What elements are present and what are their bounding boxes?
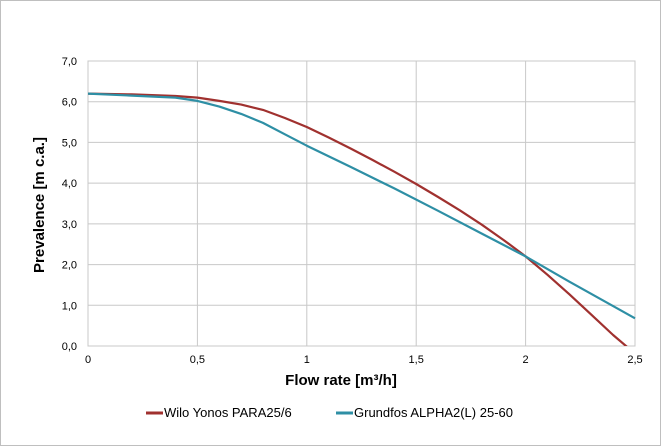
- x-tick-label: 1: [304, 354, 310, 366]
- legend-label-grundfos: Grundfos ALPHA2(L) 25-60: [354, 405, 513, 420]
- y-tick-label: 4,0: [62, 178, 77, 190]
- series-line-wilo: [88, 92, 628, 346]
- series-group: [88, 92, 636, 346]
- series-line-grundfos: [88, 92, 636, 320]
- x-tick-label: 2: [523, 354, 529, 366]
- plot-border: [87, 60, 636, 347]
- y-tick-label: 6,0: [62, 97, 77, 109]
- y-tick-label: 1,0: [62, 300, 77, 312]
- y-tick-label: 0,0: [62, 341, 77, 353]
- y-tick-label: 7,0: [62, 56, 77, 68]
- grid: [87, 60, 636, 347]
- y-tick-label: 5,0: [62, 137, 77, 149]
- y-tick-label: 3,0: [62, 219, 77, 231]
- x-tick-label: 1,5: [409, 354, 424, 366]
- legend-label-wilo: Wilo Yonos PARA25/6: [164, 405, 292, 420]
- x-tick-label: 0,5: [190, 354, 205, 366]
- y-tick-labels: 0,0 1,0 2,0 3,0 4,0 5,0 6,0 7,0: [62, 56, 77, 353]
- y-tick-label: 2,0: [62, 260, 77, 272]
- x-axis-title: Flow rate [m³/h]: [285, 372, 397, 389]
- y-axis-title: Prevalence [m c.a.]: [31, 137, 48, 273]
- legend: Wilo Yonos PARA25/6 Grundfos ALPHA2(L) 2…: [146, 405, 513, 420]
- x-tick-labels: 0 0,5 1 1,5 2 2,5: [85, 354, 643, 366]
- x-tick-label: 2,5: [627, 354, 642, 366]
- x-tick-label: 0: [85, 354, 91, 366]
